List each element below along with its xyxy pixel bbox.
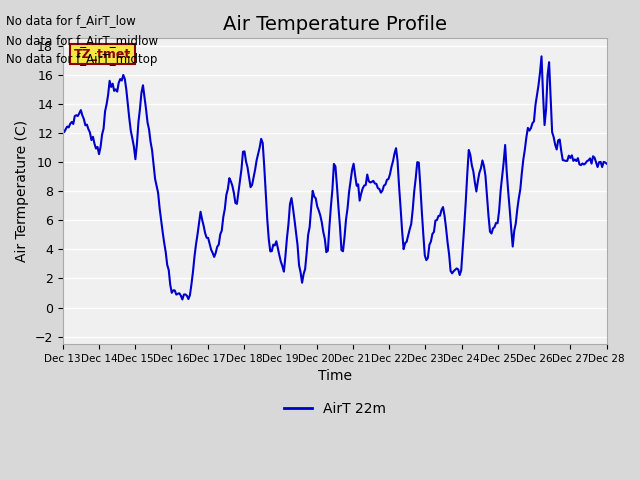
Legend: AirT 22m: AirT 22m — [278, 396, 391, 422]
Title: Air Temperature Profile: Air Temperature Profile — [223, 15, 447, 34]
Text: TZ_tmet: TZ_tmet — [74, 48, 131, 60]
Text: No data for f_AirT_midtop: No data for f_AirT_midtop — [6, 53, 158, 66]
X-axis label: Time: Time — [317, 369, 351, 383]
Text: No data for f_AirT_low: No data for f_AirT_low — [6, 14, 136, 27]
Y-axis label: Air Termperature (C): Air Termperature (C) — [15, 120, 29, 262]
Text: No data for f_AirT_midlow: No data for f_AirT_midlow — [6, 34, 159, 47]
